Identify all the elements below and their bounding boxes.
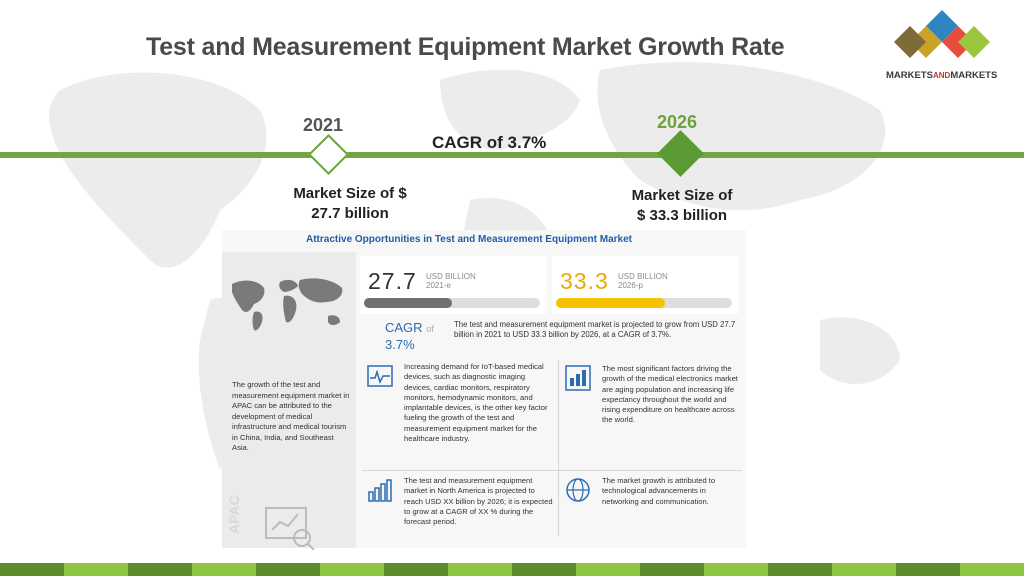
stripe-segment (512, 563, 576, 576)
stat-2026-bar (556, 298, 732, 308)
apac-label: APAC (226, 495, 242, 534)
stripe-segment (128, 563, 192, 576)
stat-2021-bar (364, 298, 540, 308)
stripe-segment (960, 563, 1024, 576)
stripe-segment (0, 563, 64, 576)
card-north-america: The test and measurement equipment marke… (404, 476, 553, 527)
timeline-bar (0, 152, 1024, 158)
world-map-icon (232, 278, 343, 331)
bottom-stripe (0, 563, 1024, 576)
apac-description: The growth of the test and measurement e… (232, 380, 350, 452)
stripe-segment (768, 563, 832, 576)
stripe-segment (832, 563, 896, 576)
stat-2026-unit: USD BILLION 2026-p (618, 272, 668, 290)
cagr-description: The test and measurement equipment marke… (454, 320, 736, 339)
stat-2026-bar-fill (556, 298, 666, 308)
start-year: 2021 (303, 115, 344, 135)
population-growth-icon (565, 365, 591, 391)
divider-horizontal (362, 470, 742, 471)
end-market-size: Market Size of $ 33.3 billion (631, 187, 733, 224)
stripe-segment (384, 563, 448, 576)
cagr-label: CAGR of 3.7% (432, 133, 547, 152)
panel-title: Attractive Opportunities in Test and Mea… (306, 234, 632, 245)
logo-wordmark: MARKETSANDMARKETS (886, 70, 998, 81)
globe-network-icon (566, 478, 590, 502)
card-technology: The market growth is attributed to techn… (602, 476, 716, 506)
stripe-segment (576, 563, 640, 576)
marketsandmarkets-logo (894, 10, 990, 58)
end-year: 2026 (657, 112, 698, 132)
stat-2026: 33.3 USD BILLION 2026-p (552, 256, 738, 314)
stripe-segment (704, 563, 768, 576)
divider-vertical (558, 360, 559, 536)
start-market-size: Market Size of $ 27.7 billion (293, 185, 407, 222)
stripe-segment (64, 563, 128, 576)
apac-sidebar: The growth of the test and measurement e… (222, 252, 356, 550)
medical-devices-icon (367, 365, 393, 387)
stripe-segment (256, 563, 320, 576)
card-iot-demand: Increasing demand for IoT-based medical … (404, 362, 548, 444)
card-growth-factors: The most significant factors driving the… (602, 364, 738, 425)
stat-2026-value: 33.3 (560, 268, 609, 294)
cagr-small: CAGR of 3.7% (385, 320, 434, 352)
stripe-segment (896, 563, 960, 576)
infographic-panel: Attractive Opportunities in Test and Mea… (222, 230, 746, 550)
stat-2021-value: 27.7 (368, 268, 417, 294)
bar-chart-icon (368, 479, 392, 502)
stat-2021-bar-fill (364, 298, 452, 308)
stripe-segment (192, 563, 256, 576)
stripe-segment (640, 563, 704, 576)
stripe-segment (320, 563, 384, 576)
stat-2021: 27.7 USD BILLION 2021-e (360, 256, 546, 314)
stripe-segment (448, 563, 512, 576)
presentation-chart-icon (265, 507, 315, 550)
page-title: Test and Measurement Equipment Market Gr… (146, 33, 785, 61)
stat-2021-unit: USD BILLION 2021-e (426, 272, 476, 290)
